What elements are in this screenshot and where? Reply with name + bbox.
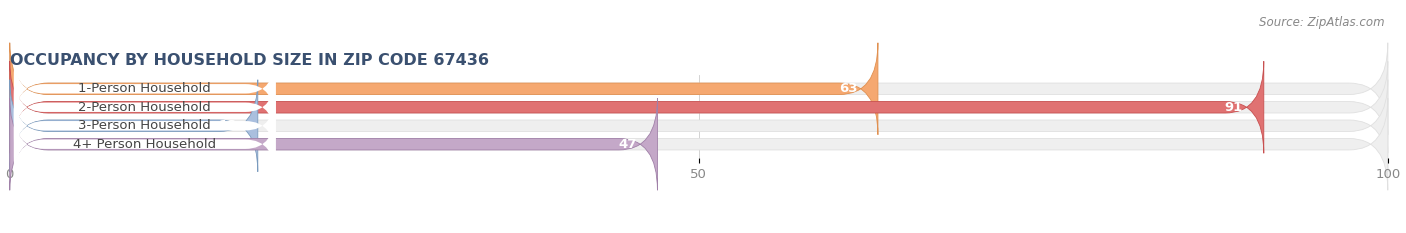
Text: Source: ZipAtlas.com: Source: ZipAtlas.com (1260, 16, 1385, 29)
Text: OCCUPANCY BY HOUSEHOLD SIZE IN ZIP CODE 67436: OCCUPANCY BY HOUSEHOLD SIZE IN ZIP CODE … (10, 53, 489, 68)
FancyBboxPatch shape (14, 53, 276, 125)
Text: 47: 47 (619, 138, 637, 151)
Text: 2-Person Household: 2-Person Household (79, 101, 211, 114)
FancyBboxPatch shape (10, 61, 1264, 153)
FancyBboxPatch shape (14, 71, 276, 143)
Text: 1-Person Household: 1-Person Household (79, 82, 211, 95)
FancyBboxPatch shape (10, 98, 1388, 190)
Text: 91: 91 (1225, 101, 1243, 114)
FancyBboxPatch shape (10, 61, 1388, 153)
FancyBboxPatch shape (14, 108, 276, 180)
FancyBboxPatch shape (14, 90, 276, 162)
FancyBboxPatch shape (10, 43, 877, 135)
Text: 63: 63 (839, 82, 858, 95)
FancyBboxPatch shape (10, 80, 257, 172)
Text: 3-Person Household: 3-Person Household (79, 119, 211, 132)
FancyBboxPatch shape (10, 98, 658, 190)
Text: 18: 18 (219, 119, 238, 132)
Text: 4+ Person Household: 4+ Person Household (73, 138, 217, 151)
FancyBboxPatch shape (10, 43, 1388, 135)
FancyBboxPatch shape (10, 80, 1388, 172)
